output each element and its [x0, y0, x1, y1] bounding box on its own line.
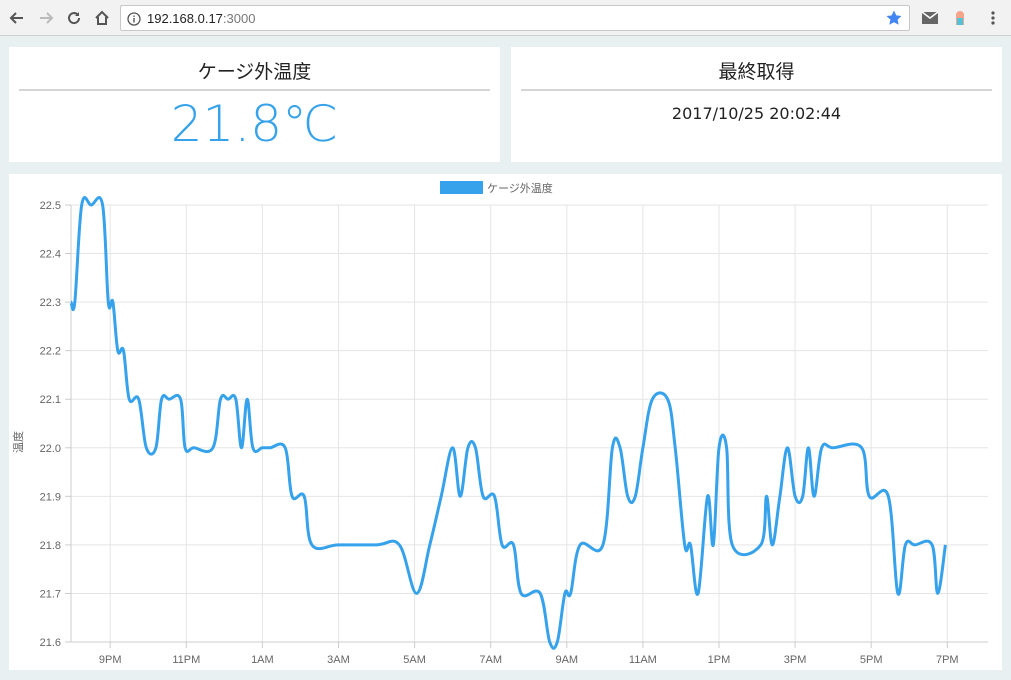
y-tick-label: 22.2: [40, 346, 61, 358]
legend-label: ケージ外温度: [487, 181, 553, 195]
mail-icon: [921, 11, 939, 24]
x-tick-label: 7AM: [479, 654, 502, 666]
temperature-value: 21.8℃: [170, 95, 339, 153]
chart-legend[interactable]: ケージ外温度: [440, 181, 553, 195]
home-icon: [95, 10, 109, 25]
last-update-panel-title: 最終取得: [718, 61, 795, 83]
bookmark-star-icon[interactable]: [885, 9, 903, 31]
address-bar[interactable]: 192.168.0.17:3000: [120, 5, 910, 31]
divider: [521, 89, 992, 91]
chart-series: [69, 196, 947, 650]
y-tick-label: 22.1: [40, 394, 61, 406]
y-tick-label: 22.4: [40, 249, 61, 261]
x-tick-label: 3PM: [784, 654, 807, 666]
menu-button[interactable]: [981, 6, 1005, 30]
y-tick-label: 22.3: [40, 297, 61, 309]
chart-grid: [65, 204, 988, 648]
y-tick-label: 21.9: [40, 491, 61, 503]
reload-button[interactable]: [62, 6, 86, 30]
last-update-panel: 最終取得 2017/10/25 20:02:44: [511, 47, 1002, 162]
divider: [19, 89, 490, 91]
reload-icon: [68, 12, 81, 25]
forward-button[interactable]: [34, 6, 58, 30]
arrow-left-icon: [9, 12, 23, 24]
x-tick-label: 3AM: [327, 654, 350, 666]
y-axis-ticks: 22.5 22.4 22.3 22.2 22.1 22.0 21.9 21.8 21.7 21.6: [40, 200, 61, 649]
temperature-chart-panel: 22.5 22.4 22.3 22.2 22.1 22.0 21.9 21.8 21.7 21.6…: [9, 174, 1002, 670]
temperature-panel: ケージ外温度 21.8℃: [9, 47, 500, 162]
url-port: :3000: [222, 11, 256, 26]
y-tick-label: 21.6: [40, 637, 61, 649]
browser-toolbar: 192.168.0.17:3000: [0, 0, 1011, 36]
x-tick-label: 11AM: [629, 654, 657, 666]
x-tick-label: 5PM: [860, 654, 883, 666]
legend-swatch: [440, 181, 483, 194]
x-axis-ticks: 9PM 11PM 1AM 3AM 5AM 7AM 9AM 11AM 1PM 3PM 5PM 7PM: [99, 654, 959, 666]
x-tick-label: 7PM: [936, 654, 959, 666]
url-text: 192.168.0.17:3000: [147, 11, 255, 26]
url-host: 192.168.0.17: [147, 11, 223, 26]
extension-icon: [956, 11, 964, 25]
kebab-menu-icon: [991, 11, 995, 25]
x-tick-label: 1AM: [251, 654, 274, 666]
x-tick-label: 1PM: [708, 654, 731, 666]
y-axis-label: 温度: [11, 431, 25, 453]
y-tick-label: 22.0: [40, 443, 61, 455]
y-tick-label: 22.5: [40, 200, 61, 212]
home-button[interactable]: [90, 6, 114, 30]
y-tick-label: 21.8: [40, 540, 61, 552]
info-icon[interactable]: [127, 11, 141, 30]
back-button[interactable]: [5, 6, 29, 30]
y-tick-label: 21.7: [40, 588, 61, 600]
temperature-chart: 22.5 22.4 22.3 22.2 22.1 22.0 21.9 21.8 21.7 21.6…: [11, 181, 988, 666]
x-tick-label: 5AM: [403, 654, 426, 666]
temperature-panel-title: ケージ外温度: [197, 61, 312, 83]
x-tick-label: 9PM: [99, 654, 122, 666]
x-tick-label: 9AM: [555, 654, 578, 666]
mail-extension-button[interactable]: [918, 6, 942, 30]
extension-button[interactable]: [948, 6, 972, 30]
series-line: [69, 196, 947, 650]
x-tick-label: 11PM: [172, 654, 200, 666]
last-update-timestamp: 2017/10/25 20:02:44: [671, 104, 842, 123]
arrow-right-icon: [40, 12, 54, 24]
